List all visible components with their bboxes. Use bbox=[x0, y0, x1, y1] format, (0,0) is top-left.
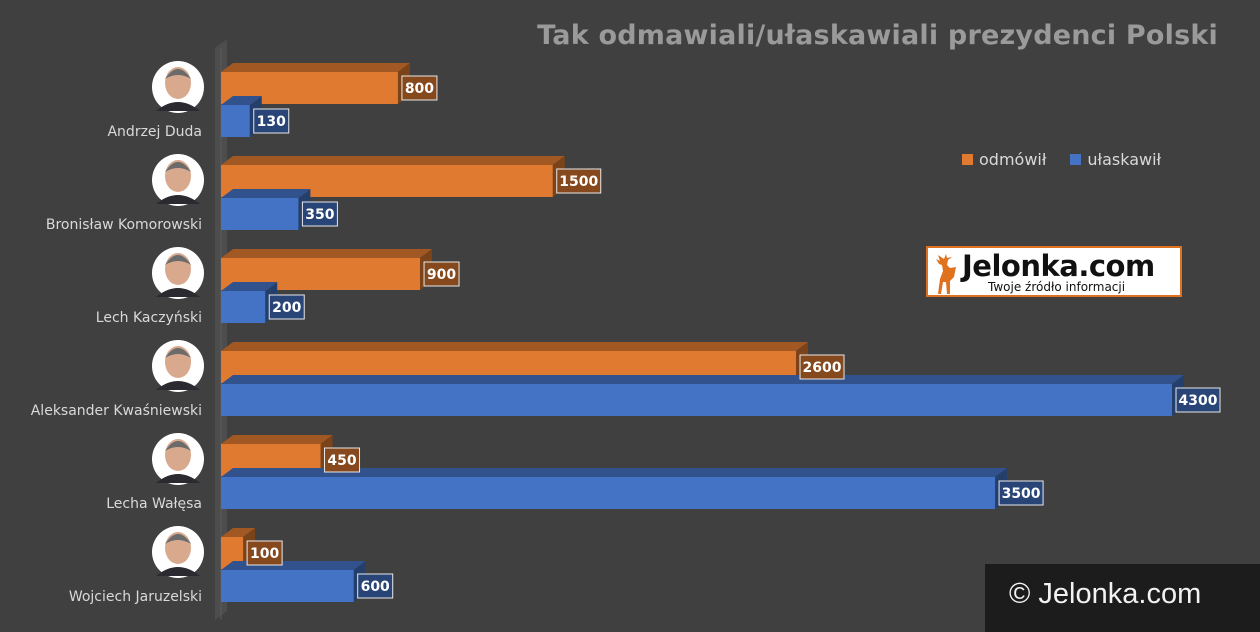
president-photos bbox=[152, 61, 204, 578]
bar-top-face bbox=[221, 468, 1008, 477]
bar-top-face bbox=[221, 561, 366, 570]
value-label: 100 bbox=[246, 540, 283, 566]
value-label-box bbox=[556, 168, 602, 194]
legend-label-odmowil: odmówił bbox=[979, 150, 1047, 169]
value-label-text: 1500 bbox=[559, 174, 598, 190]
value-label: 2600 bbox=[799, 354, 845, 380]
value-label-box bbox=[301, 201, 338, 227]
value-label: 350 bbox=[301, 201, 338, 227]
value-label-text: 600 bbox=[361, 579, 390, 595]
bar-series bbox=[221, 63, 1184, 602]
chart-legend: odmówił ułaskawił bbox=[962, 150, 1161, 169]
value-label-box bbox=[246, 540, 283, 566]
legend-label-ulaskawil: ułaskawił bbox=[1087, 150, 1162, 169]
legend-item-ulaskawil: ułaskawił bbox=[1070, 150, 1161, 169]
deer-icon bbox=[936, 254, 956, 294]
president-portrait bbox=[152, 247, 204, 299]
bar-top-face bbox=[221, 435, 333, 444]
value-label-text: 3500 bbox=[1002, 486, 1041, 502]
value-label-text: 130 bbox=[257, 114, 286, 130]
chart-title: Tak odmawiali/ułaskawiali prezydenci Pol… bbox=[537, 20, 1218, 51]
category-label: Lech Kaczyński bbox=[96, 310, 202, 326]
bar-top-face bbox=[221, 189, 311, 198]
category-label: Bronisław Komorowski bbox=[46, 217, 202, 233]
value-label-text: 100 bbox=[250, 546, 279, 562]
value-label: 900 bbox=[423, 261, 460, 287]
president-portrait bbox=[152, 61, 204, 113]
value-label-box bbox=[401, 75, 438, 101]
legend-item-odmowil: odmówił bbox=[962, 150, 1046, 169]
value-label-text: 350 bbox=[305, 207, 334, 223]
value-label-box bbox=[998, 480, 1044, 506]
data-labels: 800 130 1500 350 900 200 2600 4300 450 3500 100 600 bbox=[246, 75, 1221, 599]
jelonka-logo: Jelonka.com Twoje źródło informacji bbox=[926, 246, 1182, 297]
value-label: 600 bbox=[357, 573, 394, 599]
president-portrait bbox=[152, 340, 204, 392]
bar-front-face bbox=[221, 198, 299, 230]
value-label: 1500 bbox=[556, 168, 602, 194]
bar-ulaskawil bbox=[221, 375, 1184, 416]
value-label-box bbox=[799, 354, 845, 380]
bar-top-face bbox=[221, 282, 278, 291]
bar-top-face bbox=[221, 63, 410, 72]
category-label: Andrzej Duda bbox=[107, 124, 202, 140]
watermark-text: © Jelonka.com bbox=[1009, 578, 1202, 610]
value-label-box bbox=[324, 447, 361, 473]
bar-top-face bbox=[221, 156, 565, 165]
value-label-text: 2600 bbox=[803, 360, 842, 376]
value-label-text: 800 bbox=[405, 81, 434, 97]
president-portrait bbox=[152, 154, 204, 206]
bar-front-face bbox=[221, 105, 250, 137]
value-label-text: 900 bbox=[427, 267, 456, 283]
legend-swatch-blue bbox=[1070, 154, 1082, 165]
bar-ulaskawil bbox=[221, 468, 1008, 509]
value-label-text: 200 bbox=[272, 300, 301, 316]
category-axis: Andrzej Duda Bronisław Komorowski Lech Kac… bbox=[31, 39, 227, 620]
category-label: Aleksander Kwaśniewski bbox=[31, 403, 202, 419]
president-portrait bbox=[152, 526, 204, 578]
value-label: 800 bbox=[401, 75, 438, 101]
value-label: 4300 bbox=[1175, 387, 1221, 413]
bar-odmowil bbox=[221, 249, 433, 290]
bar-top-face bbox=[221, 342, 809, 351]
bar-top-face bbox=[221, 375, 1184, 384]
value-label-box bbox=[268, 294, 305, 320]
value-label: 130 bbox=[253, 108, 290, 134]
bar-front-face bbox=[221, 477, 996, 509]
legend-swatch-orange bbox=[962, 154, 973, 165]
category-label: Lecha Wałęsa bbox=[106, 496, 202, 512]
value-label: 3500 bbox=[998, 480, 1044, 506]
bar-front-face bbox=[221, 570, 354, 602]
president-portrait bbox=[152, 433, 204, 485]
logo-name: Jelonka.com bbox=[962, 249, 1155, 283]
bar-front-face bbox=[221, 291, 266, 323]
logo-tagline: Twoje źródło informacji bbox=[988, 280, 1126, 294]
bar-ulaskawil bbox=[221, 561, 366, 602]
copyright-watermark: © Jelonka.com bbox=[985, 564, 1260, 632]
bar-top-face bbox=[221, 528, 256, 537]
bar-front-face bbox=[221, 384, 1172, 416]
value-label-text: 450 bbox=[327, 453, 356, 469]
bar-top-face bbox=[221, 96, 262, 105]
value-label-text: 4300 bbox=[1179, 393, 1218, 409]
value-label-box bbox=[357, 573, 394, 599]
value-label: 450 bbox=[324, 447, 361, 473]
bar-top-face bbox=[221, 249, 433, 258]
value-label-box bbox=[423, 261, 460, 287]
category-label: Wojciech Jaruzelski bbox=[69, 589, 202, 605]
value-label-box bbox=[253, 108, 290, 134]
value-label: 200 bbox=[268, 294, 305, 320]
value-label-box bbox=[1175, 387, 1221, 413]
bar-ulaskawil bbox=[221, 189, 311, 230]
